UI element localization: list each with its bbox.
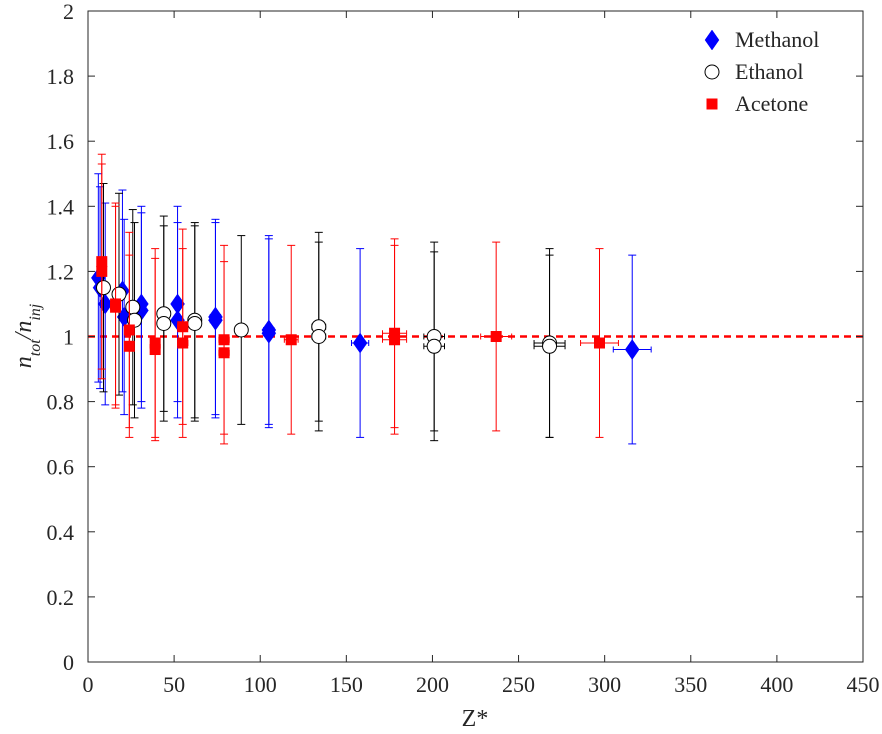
legend: Methanol Ethanol Acetone xyxy=(704,27,819,116)
y-tick-label: 1 xyxy=(63,325,74,350)
y-tick-label: 1.2 xyxy=(47,259,75,284)
legend-marker-acetone xyxy=(706,98,718,110)
data-point xyxy=(311,329,327,344)
y-tick-label: 0.6 xyxy=(47,455,75,480)
data-point xyxy=(187,315,203,331)
data-point xyxy=(490,331,502,342)
legend-label-ethanol: Ethanol xyxy=(735,59,803,84)
data-point xyxy=(389,334,401,346)
data-point xyxy=(594,337,605,349)
x-tick-label: 200 xyxy=(416,672,449,697)
y-axis-label: ntot/ninj xyxy=(11,303,44,368)
y-tick-label: 0.8 xyxy=(47,390,75,415)
x-tick-label: 450 xyxy=(847,672,880,697)
legend-marker-methanol xyxy=(704,29,720,51)
data-point xyxy=(233,322,249,338)
x-tick-label: 400 xyxy=(760,672,793,697)
data-point xyxy=(123,340,135,352)
x-tick-label: 100 xyxy=(244,672,277,697)
data-point xyxy=(96,256,108,268)
y-tick-label: 1.6 xyxy=(47,129,75,154)
data-point xyxy=(218,334,230,346)
data-point xyxy=(177,337,189,349)
data-point xyxy=(156,315,172,331)
x-tick-label: 350 xyxy=(674,672,707,697)
y-tick-label: 0.4 xyxy=(47,520,75,545)
data-point xyxy=(149,337,161,349)
data-point xyxy=(149,344,161,356)
x-axis-label: Z* xyxy=(462,706,489,732)
legend-label-methanol: Methanol xyxy=(735,27,819,52)
data-point xyxy=(123,324,135,336)
data-point xyxy=(110,301,122,313)
legend-label-acetone: Acetone xyxy=(735,91,808,116)
data-point xyxy=(218,347,230,359)
legend-marker-ethanol xyxy=(704,64,720,80)
x-tick-label: 300 xyxy=(588,672,621,697)
data-point xyxy=(352,332,368,354)
y-tick-label: 0.2 xyxy=(47,585,75,610)
data-point xyxy=(96,265,108,277)
x-tick-label: 0 xyxy=(83,672,94,697)
data-point xyxy=(624,339,640,360)
data-point xyxy=(261,322,277,344)
y-tick-label: 1.8 xyxy=(47,64,75,89)
data-point xyxy=(208,309,223,331)
y-tick-label: 1.4 xyxy=(47,194,75,219)
data-point xyxy=(177,321,189,333)
data-point xyxy=(285,334,297,346)
data-point xyxy=(125,299,141,315)
data-point xyxy=(542,338,558,354)
x-tick-label: 150 xyxy=(330,672,363,697)
y-tick-label: 0 xyxy=(63,650,74,675)
series-ethanol xyxy=(96,183,566,442)
x-tick-label: 50 xyxy=(163,672,185,697)
x-tick-label: 250 xyxy=(502,672,535,697)
y-tick-label: 2 xyxy=(63,0,74,24)
data-point xyxy=(96,280,111,296)
series-acetone xyxy=(96,153,619,445)
data-point xyxy=(426,338,442,354)
data-point xyxy=(389,327,401,339)
